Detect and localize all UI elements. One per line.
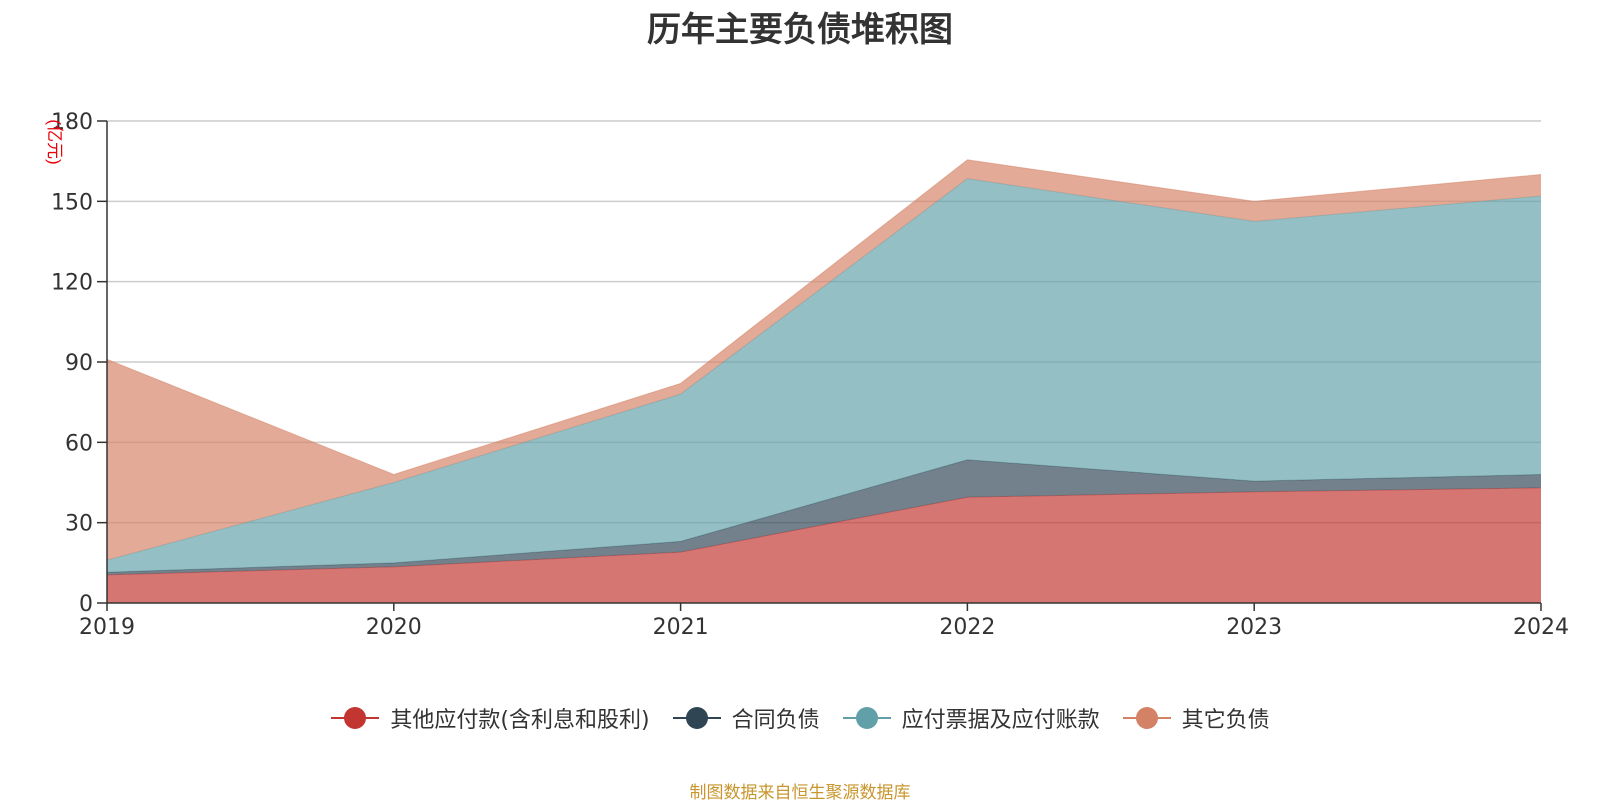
legend-swatch	[1122, 707, 1171, 729]
series-area-3	[107, 159, 1541, 561]
series-area-2	[107, 178, 1541, 573]
legend: 其他应付款(含利息和股利) 合同负债 应付票据及应付账款 其它负债	[0, 702, 1600, 734]
legend-label: 其它负债	[1181, 708, 1270, 733]
series-line-3	[106, 159, 1542, 475]
x-tick-label: 2020	[366, 615, 422, 640]
x-tick-label: 2021	[653, 615, 709, 640]
x-tick-label: 2019	[79, 615, 135, 640]
legend-item-2[interactable]: 应付票据及应付账款	[842, 702, 1100, 734]
y-tick-label: 60	[65, 431, 93, 456]
y-tick-label: 30	[65, 512, 93, 537]
y-tick-label: 90	[65, 351, 93, 376]
legend-swatch	[331, 707, 380, 729]
plot-area: 0 30 60 90 120 150 180 2019 2020 2021 2022 2023 2024…	[45, 110, 1569, 640]
source-note: 制图数据来自恒生聚源数据库	[689, 783, 911, 803]
legend-item-3[interactable]: 其它负债	[1122, 702, 1270, 734]
y-tick-label: 120	[51, 271, 93, 296]
x-tick-label: 2024	[1513, 615, 1569, 640]
y-tick-label: 180	[51, 110, 93, 135]
legend-item-1[interactable]: 合同负债	[672, 702, 820, 734]
series-area-1	[107, 459, 1541, 575]
legend-swatch	[672, 707, 721, 729]
legend-swatch	[842, 707, 891, 729]
legend-label: 其他应付款(含利息和股利)	[390, 708, 650, 733]
axes: 0 30 60 90 120 150 180 2019 2020 2021 2022 2023 2024	[51, 110, 1569, 640]
series-areas	[106, 159, 1542, 603]
legend-item-0[interactable]: 其他应付款(含利息和股利)	[330, 702, 650, 734]
x-tick-label: 2023	[1226, 615, 1282, 640]
series-area-0	[107, 487, 1541, 603]
y-tick-label: 0	[79, 592, 93, 617]
legend-label: 合同负债	[731, 708, 820, 733]
x-tick-label: 2022	[939, 615, 995, 640]
y-tick-label: 150	[51, 190, 93, 215]
y-axis-unit-label: (亿元)	[45, 119, 64, 164]
legend-label: 应付票据及应付账款	[901, 708, 1100, 733]
chart-title: 历年主要负债堆积图	[647, 10, 953, 50]
